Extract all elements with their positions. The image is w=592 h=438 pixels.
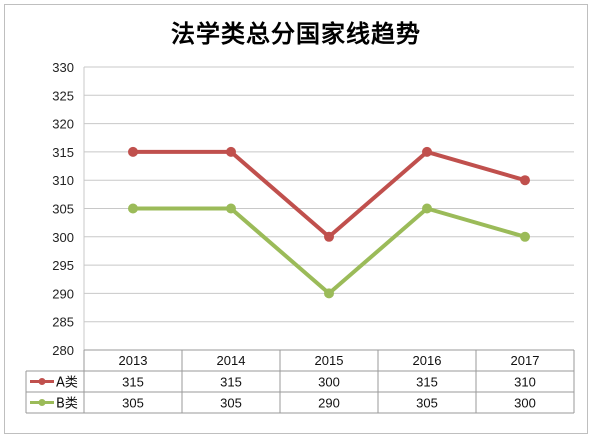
data-point — [520, 231, 530, 242]
data-point — [128, 146, 138, 157]
x-tick-label: 2017 — [511, 353, 540, 368]
data-point — [226, 146, 236, 157]
data-table-cell: 305 — [416, 396, 438, 411]
chart-frame — [4, 4, 588, 434]
legend-label: A类 — [56, 376, 78, 391]
data-point — [226, 203, 236, 214]
data-table-cell: 305 — [220, 396, 242, 411]
data-table-cell: 300 — [514, 396, 536, 411]
data-point — [324, 231, 334, 242]
data-point — [422, 203, 432, 214]
data-point — [520, 175, 530, 186]
data-table-cell: 290 — [318, 396, 340, 411]
x-tick-label: 2013 — [119, 353, 148, 368]
y-tick-label: 330 — [52, 60, 74, 75]
y-tick-label: 295 — [52, 258, 74, 273]
data-table-cell: 315 — [122, 375, 144, 390]
data-point — [128, 203, 138, 214]
y-tick-label: 315 — [52, 145, 74, 160]
y-tick-label: 305 — [52, 202, 74, 217]
data-table-cell: 315 — [416, 375, 438, 390]
data-point — [422, 146, 432, 157]
legend-key-marker — [38, 378, 46, 385]
data-point — [324, 288, 334, 299]
data-table-cell: 305 — [122, 396, 144, 411]
x-tick-label: 2015 — [315, 353, 344, 368]
y-tick-label: 290 — [52, 286, 74, 301]
y-tick-label: 285 — [52, 315, 74, 330]
series-line — [131, 149, 527, 239]
legend-label: B类 — [56, 397, 78, 412]
y-tick-label: 300 — [52, 230, 74, 245]
y-tick-label: 280 — [52, 343, 74, 358]
series-line — [131, 206, 527, 296]
data-table-cell: 310 — [514, 375, 536, 390]
data-table-cell: 300 — [318, 375, 340, 390]
chart-title: 法学类总分国家线趋势 — [171, 19, 421, 48]
data-table-cell: 315 — [220, 375, 242, 390]
x-tick-label: 2016 — [413, 353, 442, 368]
y-tick-label: 325 — [52, 88, 74, 103]
y-tick-label: 310 — [52, 173, 74, 188]
legend-key-marker — [38, 399, 46, 406]
x-tick-label: 2014 — [217, 353, 246, 368]
y-tick-label: 320 — [52, 117, 74, 132]
